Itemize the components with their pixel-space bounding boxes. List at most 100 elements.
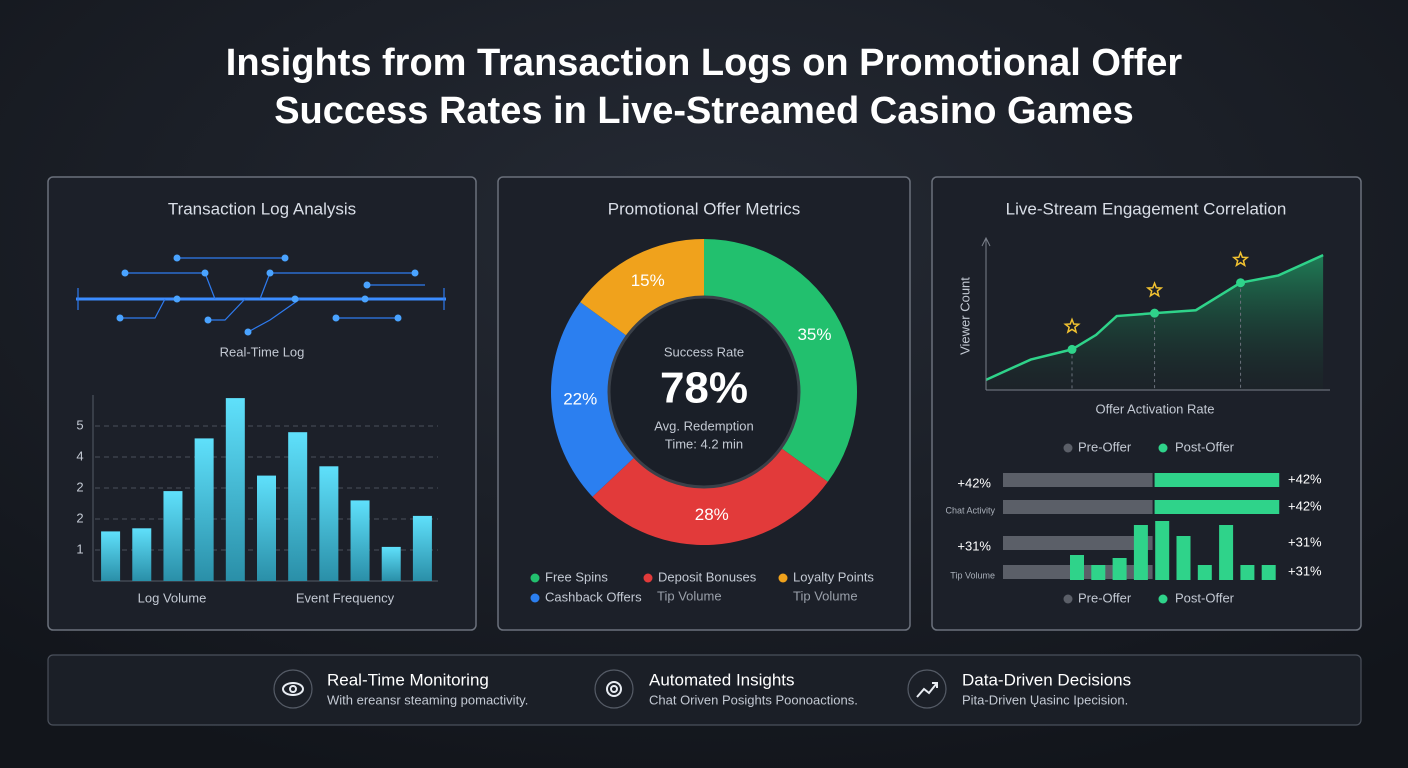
right-label: +31% <box>1288 563 1322 578</box>
footer-panel <box>47 654 1362 726</box>
bar <box>412 515 432 581</box>
network-node <box>121 269 129 277</box>
donut-segment <box>551 302 635 497</box>
column <box>1219 525 1234 580</box>
legend-swatch <box>1158 443 1168 453</box>
y-tick-label: 1 <box>76 541 83 556</box>
bar <box>132 528 152 581</box>
column <box>1261 565 1276 580</box>
right-label: +42% <box>1288 471 1322 486</box>
value-label: 15% <box>631 271 665 290</box>
column <box>1091 565 1106 580</box>
center-label: Success Rate <box>664 344 744 359</box>
legend-label: Post-Offer <box>1175 439 1235 454</box>
column <box>1176 536 1191 580</box>
x-group-label: Log Volume <box>138 590 207 605</box>
area-fill <box>986 255 1324 390</box>
network-node <box>244 328 252 336</box>
x-axis-label: Offer Activation Rate <box>1096 401 1215 416</box>
panel-title: Transaction Log Analysis <box>168 199 356 218</box>
title: Success Rates in Live-Streamed Casino Ga… <box>274 90 1134 132</box>
footer-text: With ereansr steaming pomactivity. <box>327 692 528 707</box>
legend-label: Loyalty Points <box>793 569 874 584</box>
bar <box>225 398 245 581</box>
axis-arrow <box>981 236 991 247</box>
network-node <box>173 254 181 262</box>
network-node <box>201 269 209 277</box>
column <box>1112 558 1127 580</box>
bar <box>1003 473 1153 487</box>
footer-title: Automated Insights <box>649 670 795 689</box>
bar <box>101 531 121 581</box>
row-label: +31% <box>957 538 991 553</box>
network-node <box>394 314 402 322</box>
star-marker <box>1145 281 1164 298</box>
footer-icons <box>273 669 947 709</box>
bar <box>319 466 339 581</box>
bar <box>350 500 370 581</box>
footer-title: Data-Driven Decisions <box>962 670 1131 689</box>
bar <box>381 546 401 581</box>
legend-swatch <box>1158 594 1168 604</box>
panel-title: Live-Stream Engagement Correlation <box>1006 199 1287 218</box>
bar <box>163 491 183 581</box>
legend-swatch <box>1063 594 1073 604</box>
row-label: Chat Activity <box>945 505 995 515</box>
bar <box>194 438 214 581</box>
bar <box>1154 473 1280 487</box>
network-node <box>204 316 212 324</box>
column <box>1070 555 1084 580</box>
center-value: 78% <box>660 364 748 413</box>
y-tick-label: 4 <box>76 448 83 463</box>
bar <box>257 475 276 581</box>
star-marker <box>1063 317 1081 334</box>
row-label: +42% <box>957 475 991 490</box>
network-node <box>266 269 274 277</box>
value-label: 28% <box>695 505 729 524</box>
column <box>1133 525 1148 580</box>
legend-swatch <box>530 573 540 583</box>
y-tick-label: 5 <box>76 417 83 432</box>
network-node <box>173 295 181 303</box>
column <box>1197 565 1212 580</box>
network-node <box>332 314 340 322</box>
marker-point <box>1067 344 1077 354</box>
legend-note: Tip Volume <box>793 588 858 603</box>
legend-label: Post-Offer <box>1175 590 1235 605</box>
bar <box>1003 536 1153 550</box>
panel-title: Promotional Offer Metrics <box>608 199 800 218</box>
legend-label: Pre-Offer <box>1078 590 1132 605</box>
center-note: Avg. Redemption <box>654 418 754 433</box>
column <box>1155 521 1170 580</box>
network-node <box>361 295 369 303</box>
legend-swatch <box>778 573 788 583</box>
legend-swatch <box>1063 443 1073 453</box>
legend-label: Free Spins <box>545 569 608 584</box>
network-node <box>281 254 289 262</box>
footer-text: Chat Oriven Posights Poonoactions. <box>649 692 858 707</box>
bar <box>1003 500 1153 514</box>
bar <box>1154 500 1280 514</box>
value-label: 35% <box>797 325 831 344</box>
annotation: Real-Time Log <box>220 344 305 359</box>
star-marker <box>1231 250 1250 268</box>
network-node <box>291 295 299 303</box>
right-label: +31% <box>1288 534 1322 549</box>
marker-point <box>1150 308 1160 318</box>
donut-segment <box>704 239 857 482</box>
column <box>1240 565 1255 580</box>
bar <box>288 432 308 581</box>
footer-text: Pita-Driven Ųasinc Ιpecision. <box>962 692 1128 707</box>
center-note: Time: 4.2 min <box>665 436 743 451</box>
right-label: +42% <box>1288 498 1322 513</box>
line <box>985 254 1324 381</box>
network-node <box>363 281 371 289</box>
value-label: 22% <box>563 389 597 408</box>
legend-note: Tip Volume <box>657 588 722 603</box>
title: Insights from Transaction Logs on Promot… <box>226 42 1183 84</box>
legend-swatch <box>643 573 653 583</box>
y-axis-label: Viewer Count <box>957 277 972 355</box>
row-label: Tip Volume <box>950 570 995 580</box>
donut-hole <box>607 295 801 489</box>
